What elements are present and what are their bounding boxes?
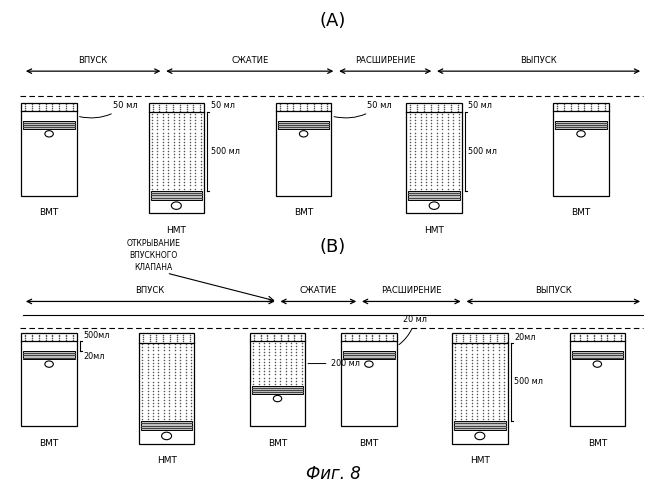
Bar (454, 421, 505, 430)
Bar (22, 104, 76, 110)
Bar (276, 103, 332, 196)
Bar (343, 352, 395, 360)
Bar (554, 104, 608, 110)
Text: 500мл: 500мл (83, 331, 110, 340)
Bar (553, 103, 609, 196)
Bar (252, 386, 303, 394)
Text: ВПУСК: ВПУСК (79, 56, 108, 65)
Bar (22, 334, 76, 340)
Text: ВМТ: ВМТ (268, 438, 287, 448)
Bar (453, 334, 507, 342)
Bar (341, 334, 397, 426)
Text: НМТ: НМТ (166, 226, 186, 234)
Text: 50 мл: 50 мл (210, 101, 234, 110)
Bar (569, 334, 625, 426)
Bar (276, 104, 331, 110)
Text: 20мл: 20мл (514, 332, 535, 342)
Bar (149, 112, 203, 190)
Text: НМТ: НМТ (424, 226, 444, 234)
Text: ВПУСК: ВПУСК (136, 286, 165, 295)
Bar (453, 342, 507, 420)
Bar (250, 334, 305, 426)
Bar (139, 334, 194, 444)
Bar (570, 334, 625, 340)
Text: 200 мл: 200 мл (308, 359, 360, 368)
Bar (278, 121, 330, 129)
Bar (452, 334, 507, 444)
Text: ВМТ: ВМТ (587, 438, 607, 448)
Text: Фиг. 8: Фиг. 8 (306, 465, 360, 483)
Bar (21, 103, 77, 196)
Bar (571, 352, 623, 360)
Text: ВЫПУСК: ВЫПУСК (520, 56, 557, 65)
Text: 50 мл: 50 мл (79, 101, 137, 118)
Text: 20 мл: 20 мл (399, 314, 427, 344)
Text: ВМТ: ВМТ (39, 438, 59, 448)
Bar (407, 112, 462, 190)
Text: РАСШИРЕНИЕ: РАСШИРЕНИЕ (381, 286, 442, 295)
Text: РАСШИРЕНИЕ: РАСШИРЕНИЕ (355, 56, 416, 65)
Text: 20мл: 20мл (83, 352, 105, 362)
Bar (342, 334, 396, 340)
Text: ВМТ: ВМТ (571, 208, 591, 218)
Text: 50 мл: 50 мл (334, 101, 392, 118)
Bar (23, 352, 75, 360)
Bar (408, 190, 460, 200)
Text: НМТ: НМТ (470, 456, 490, 465)
Text: 50 мл: 50 мл (468, 101, 492, 110)
Bar (406, 103, 462, 213)
Bar (141, 421, 192, 430)
Text: 500 мл: 500 мл (514, 378, 543, 386)
Bar (139, 334, 194, 342)
Text: СЖАТИЕ: СЖАТИЕ (300, 286, 337, 295)
Bar (23, 121, 75, 129)
Bar (555, 121, 607, 129)
Text: НМТ: НМТ (157, 456, 176, 465)
Bar (21, 334, 77, 426)
Text: ВЫПУСК: ВЫПУСК (535, 286, 571, 295)
Bar (149, 104, 203, 112)
Bar (407, 104, 462, 112)
Text: (B): (B) (320, 238, 346, 256)
Bar (250, 334, 304, 340)
Text: ВМТ: ВМТ (39, 208, 59, 218)
Text: ВМТ: ВМТ (294, 208, 313, 218)
Text: ОТКРЫВАНИЕ
ВПУСКНОГО
КЛАПАНА: ОТКРЫВАНИЕ ВПУСКНОГО КЛАПАНА (127, 240, 180, 272)
Text: (A): (A) (320, 12, 346, 30)
Text: ВМТ: ВМТ (359, 438, 378, 448)
Text: 500 мл: 500 мл (210, 147, 240, 156)
Bar (151, 190, 202, 200)
Bar (139, 342, 194, 420)
Bar (149, 103, 204, 213)
Text: СЖАТИЕ: СЖАТИЕ (231, 56, 268, 65)
Bar (250, 341, 304, 386)
Text: 500 мл: 500 мл (468, 147, 498, 156)
